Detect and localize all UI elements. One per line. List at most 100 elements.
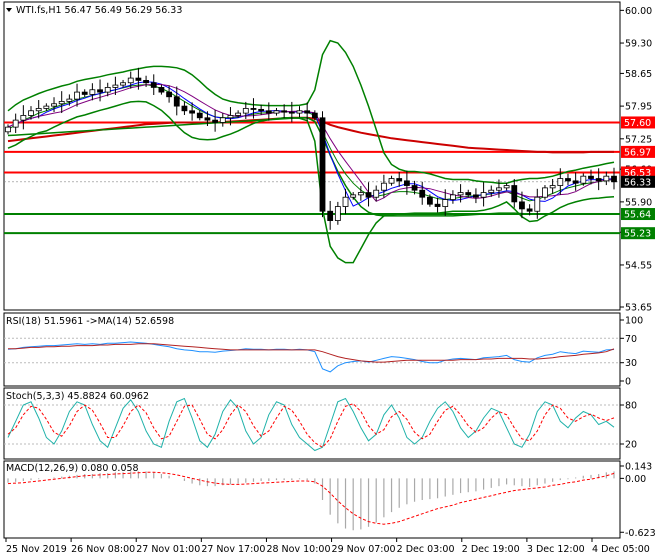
level-tag-label: 56.97	[624, 147, 651, 158]
candle-up	[28, 110, 34, 116]
stoch-tick-label: 80	[625, 401, 637, 412]
candle-up	[219, 117, 226, 123]
candle-up	[450, 194, 456, 200]
candle-up	[557, 178, 564, 186]
candle-up	[235, 112, 242, 116]
candle-up	[227, 115, 234, 119]
rsi-panel: 100 70 30 0	[4, 316, 643, 388]
ma-mid-line	[7, 84, 615, 202]
main-title: WTI.fs,H1 56.47 56.49 56.29 56.33	[16, 5, 182, 16]
main-frame	[3, 1, 621, 311]
macd-label: MACD(12,26,9) 0.080 0.058	[6, 463, 139, 474]
candle-down	[250, 108, 257, 110]
candle-down	[396, 178, 403, 182]
macd-tick-label: 0.143	[625, 462, 652, 473]
candle-up	[242, 108, 249, 114]
candle-up	[74, 91, 80, 100]
candle-down	[173, 96, 180, 107]
candle-up	[89, 89, 96, 95]
candle-down	[258, 108, 265, 112]
candle-down	[519, 201, 525, 210]
candle-down	[365, 192, 372, 198]
candle-up	[12, 119, 19, 128]
rsi-tick-label: 100	[625, 316, 643, 327]
candle-down	[166, 91, 172, 98]
level-tag	[621, 208, 655, 221]
stoch-frame	[3, 387, 621, 460]
candle-up	[480, 192, 487, 198]
time-tick-label: 4 Dec 05:00	[592, 544, 650, 555]
candle-up	[112, 84, 119, 88]
candle-up	[5, 126, 11, 133]
macd-tick-label: 0.00	[625, 474, 646, 485]
rsi-line	[7, 341, 615, 373]
candle-up	[350, 194, 357, 198]
candle-down	[403, 180, 410, 186]
stoch-tick-label: 20	[625, 440, 637, 451]
macd-tick-label: -0.623	[625, 528, 656, 539]
level-tag-label: 56.53	[624, 168, 651, 179]
level-tag	[621, 175, 655, 188]
candle-down	[181, 105, 188, 112]
candle-up	[35, 108, 42, 112]
candle-up	[442, 199, 449, 207]
level-tag-label: 57.60	[624, 118, 651, 129]
time-tick-label: 27 Nov 01:00	[136, 544, 200, 555]
candle-up	[43, 105, 50, 109]
candle-up	[58, 101, 65, 105]
level-tag	[621, 145, 655, 158]
candle-down	[81, 91, 88, 95]
rsi-label: RSI(18) 51.5961 ->MA(14) 52.6598	[6, 316, 174, 327]
time-tick-label: 2 Dec 19:00	[462, 544, 520, 555]
stoch-panel: 80 20	[4, 397, 637, 452]
time-axis: 25 Nov 2019 26 Nov 08:00 27 Nov 01:00 27 No…	[5, 538, 650, 555]
candle-up	[120, 82, 126, 86]
candle-up	[603, 175, 610, 182]
candle-up	[503, 185, 510, 189]
time-tick-label: 29 Nov 07:00	[332, 544, 396, 555]
candle-down	[319, 117, 326, 212]
level-tag	[621, 116, 655, 129]
time-tick-label: 27 Nov 17:00	[201, 544, 265, 555]
candle-up	[534, 196, 541, 212]
candle-up	[104, 87, 111, 93]
candle-up	[388, 178, 395, 184]
stoch-d-line	[7, 403, 615, 448]
candle-up	[542, 187, 548, 198]
candle-down	[426, 196, 433, 205]
rsi-tick-label: 70	[625, 334, 637, 345]
level-tag-label: 55.64	[624, 210, 651, 221]
chevron-down-icon[interactable]	[6, 8, 12, 12]
candle-up	[580, 175, 587, 184]
candle-down	[135, 77, 142, 81]
ma-fast-line	[7, 81, 615, 207]
candle-up	[342, 196, 349, 207]
price-axis: 60.0059.3058.6557.9557.2556.6055.9055.25…	[620, 6, 652, 314]
candle-down	[565, 178, 571, 182]
candle-up	[20, 115, 27, 121]
candle-down	[511, 185, 518, 203]
candle-down	[304, 110, 311, 114]
price-tick-label: 57.25	[625, 134, 652, 145]
candles	[5, 67, 617, 230]
level-tag	[621, 227, 655, 240]
price-tick-label: 60.00	[625, 6, 652, 17]
time-tick-label: 3 Dec 12:00	[527, 544, 585, 555]
rsi-tick-label: 30	[625, 358, 637, 369]
level-tag	[621, 166, 655, 179]
candle-up	[51, 103, 57, 107]
candle-down	[212, 119, 219, 123]
price-tick-label: 57.95	[625, 102, 652, 113]
candle-down	[265, 110, 272, 114]
rsi-ma-line	[8, 343, 615, 363]
candle-down	[465, 192, 472, 196]
candle-down	[473, 194, 479, 198]
candle-down	[588, 175, 594, 179]
candle-down	[595, 178, 602, 182]
candle-down	[611, 175, 617, 183]
support-resistance-levels	[4, 121, 620, 235]
